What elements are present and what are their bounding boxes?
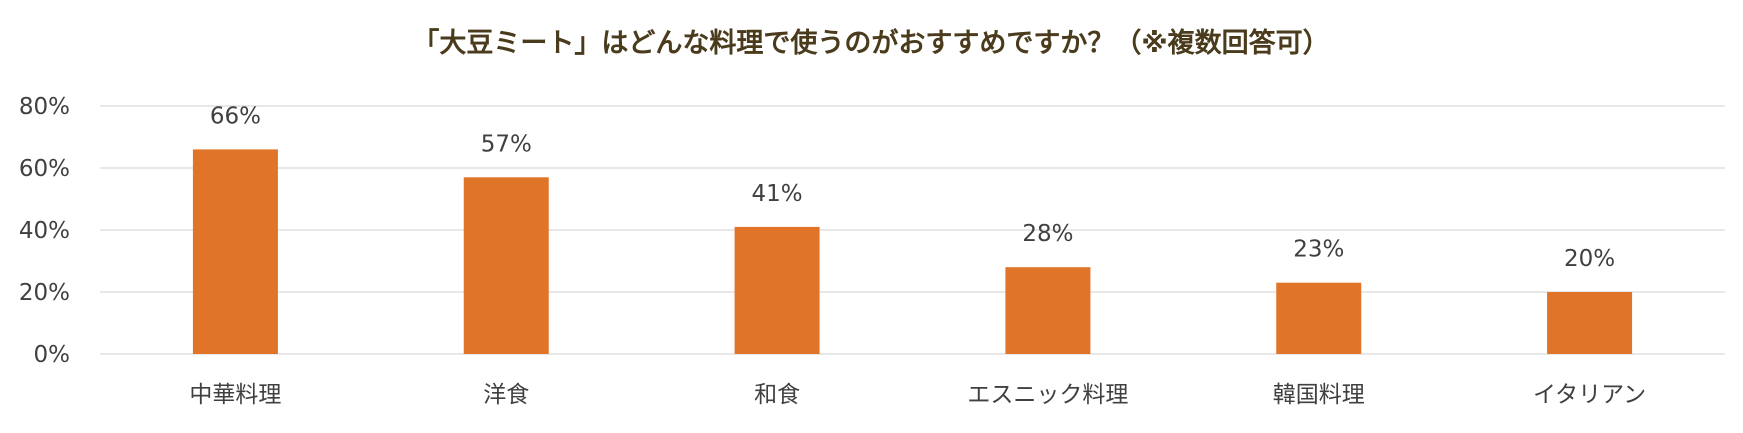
y-tick-label: 60% xyxy=(19,156,70,182)
x-tick-label: 和食 xyxy=(754,382,800,408)
bar xyxy=(1005,267,1091,354)
y-tick-label: 40% xyxy=(19,218,70,244)
y-tick-label: 20% xyxy=(19,280,70,306)
gridlines xyxy=(100,105,1725,355)
data-label: 23% xyxy=(1293,237,1344,263)
data-labels: 66% 57% 41% 28% 23% 20% xyxy=(210,103,1615,272)
bar xyxy=(463,177,549,354)
data-label: 28% xyxy=(1022,221,1073,247)
x-tick-label: 韓国料理 xyxy=(1273,382,1365,408)
bar xyxy=(1276,282,1362,354)
data-label: 57% xyxy=(481,131,532,157)
x-tick-label: イタリアン xyxy=(1533,382,1646,408)
data-label: 41% xyxy=(752,181,803,207)
y-axis-ticks: 0% 20% 40% 60% 80% xyxy=(19,94,70,368)
y-tick-label: 80% xyxy=(19,94,70,120)
x-tick-label: 洋食 xyxy=(483,382,529,408)
data-label: 20% xyxy=(1564,246,1615,272)
data-label: 66% xyxy=(210,103,261,129)
bar xyxy=(1547,292,1633,354)
bar xyxy=(734,226,820,354)
x-tick-label: エスニック料理 xyxy=(967,382,1128,408)
chart-title: 「大豆ミート」はどんな料理で使うのがおすすめですか？（※複数回答可） xyxy=(412,27,1329,59)
y-tick-label: 0% xyxy=(34,342,71,368)
x-axis-ticks: 中華料理 洋食 和食 エスニック料理 韓国料理 イタリアン xyxy=(189,382,1646,408)
x-tick-label: 中華料理 xyxy=(189,382,281,408)
bars xyxy=(192,149,1633,354)
bar xyxy=(192,149,278,354)
